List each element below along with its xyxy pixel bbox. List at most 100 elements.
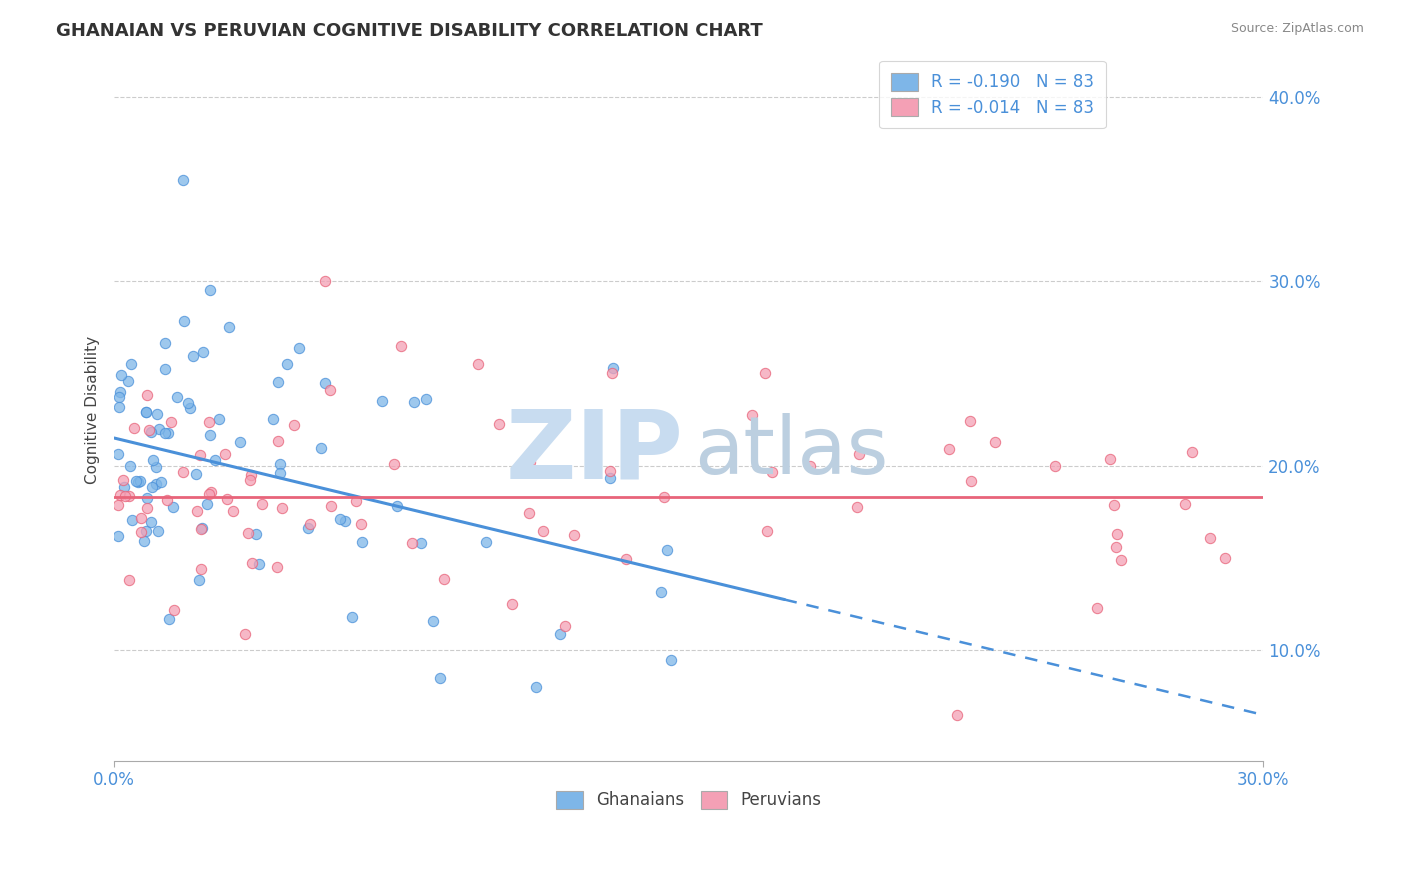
Point xyxy=(214,447,236,461)
Point xyxy=(117,374,139,388)
Point xyxy=(177,396,200,410)
Point xyxy=(198,415,221,429)
Point xyxy=(141,453,163,467)
Point xyxy=(139,425,162,439)
Point xyxy=(198,427,221,442)
Point xyxy=(531,524,554,538)
Point xyxy=(135,524,157,538)
Point xyxy=(599,471,621,485)
Point xyxy=(110,368,132,382)
Point xyxy=(207,412,229,426)
Point xyxy=(239,473,262,487)
Point xyxy=(350,516,373,531)
Point xyxy=(240,556,263,570)
Point xyxy=(190,562,212,576)
Point xyxy=(129,510,152,524)
Point xyxy=(157,612,180,626)
Point xyxy=(600,367,623,381)
Point xyxy=(411,535,433,549)
Point xyxy=(602,360,624,375)
Point xyxy=(297,521,319,535)
Point xyxy=(145,476,167,491)
Point xyxy=(107,529,129,543)
Point xyxy=(200,485,222,500)
Point xyxy=(135,501,157,516)
Point xyxy=(391,339,413,353)
Point xyxy=(233,627,256,641)
Point xyxy=(155,426,177,441)
Point xyxy=(145,407,167,421)
Point xyxy=(166,391,188,405)
Point xyxy=(172,172,194,186)
Point xyxy=(269,467,291,481)
Point xyxy=(271,501,294,516)
Point xyxy=(136,491,159,505)
Point xyxy=(520,465,543,479)
Point xyxy=(118,573,141,587)
Point xyxy=(236,526,259,541)
Point xyxy=(190,448,212,462)
Point xyxy=(134,534,156,549)
Point xyxy=(299,516,322,531)
Point xyxy=(845,500,868,515)
Point xyxy=(269,457,291,471)
Point xyxy=(127,475,149,490)
Point xyxy=(159,415,181,429)
Point xyxy=(1105,527,1128,541)
Point xyxy=(422,614,444,628)
Point xyxy=(959,474,981,488)
Point xyxy=(1099,451,1122,466)
Point xyxy=(222,504,245,518)
Point xyxy=(1102,498,1125,512)
Point xyxy=(959,414,981,428)
Point xyxy=(156,493,179,508)
Y-axis label: Cognitive Disability: Cognitive Disability xyxy=(86,336,100,484)
Point xyxy=(120,357,142,371)
Point xyxy=(112,474,135,488)
Point xyxy=(181,349,204,363)
Point xyxy=(520,462,543,476)
Point xyxy=(655,543,678,558)
Point xyxy=(517,506,540,520)
Point xyxy=(139,515,162,529)
Point xyxy=(247,557,270,571)
Point xyxy=(114,489,136,503)
Point xyxy=(488,417,510,431)
Point xyxy=(240,467,263,482)
Text: atlas: atlas xyxy=(695,413,889,491)
Point xyxy=(946,707,969,722)
Legend: Ghanaians, Peruvians: Ghanaians, Peruvians xyxy=(550,784,828,816)
Point xyxy=(342,609,364,624)
Point xyxy=(129,524,152,539)
Text: Source: ZipAtlas.com: Source: ZipAtlas.com xyxy=(1230,22,1364,36)
Point xyxy=(283,417,305,432)
Point xyxy=(156,425,179,440)
Point xyxy=(524,680,547,694)
Point xyxy=(108,384,131,399)
Point xyxy=(188,573,211,587)
Point xyxy=(371,394,394,409)
Point xyxy=(190,522,212,536)
Point xyxy=(179,401,201,415)
Point xyxy=(309,441,332,455)
Point xyxy=(761,465,783,479)
Point xyxy=(112,480,135,494)
Point xyxy=(467,357,489,371)
Point xyxy=(287,341,309,355)
Point xyxy=(172,465,194,479)
Point xyxy=(138,423,160,437)
Point xyxy=(266,560,288,574)
Point xyxy=(741,408,763,422)
Point xyxy=(350,535,373,549)
Point xyxy=(108,401,131,415)
Point xyxy=(122,421,145,435)
Point xyxy=(382,457,405,471)
Point xyxy=(121,513,143,527)
Point xyxy=(1109,553,1132,567)
Point xyxy=(938,442,960,457)
Point xyxy=(548,627,571,641)
Point xyxy=(118,459,141,474)
Point xyxy=(529,438,551,452)
Point xyxy=(754,367,776,381)
Point xyxy=(319,383,342,397)
